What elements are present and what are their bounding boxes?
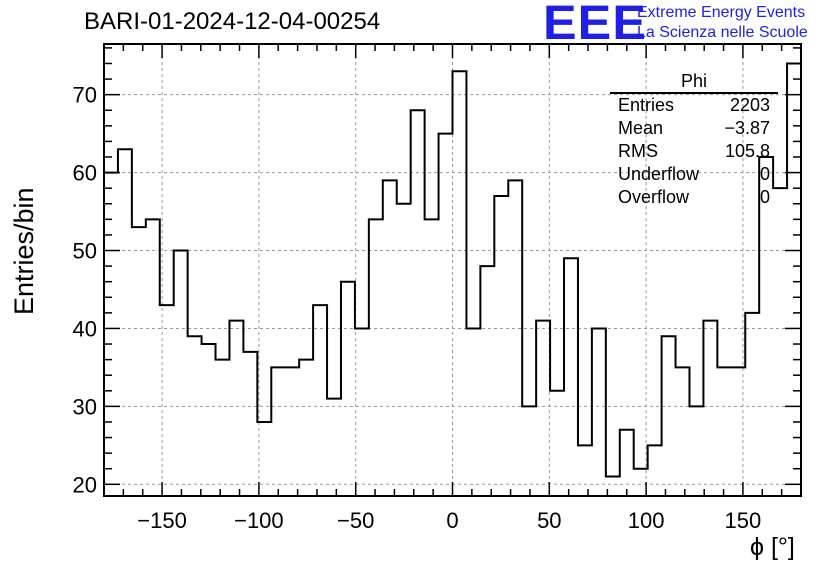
histogram-line bbox=[104, 62, 801, 478]
stats-value: 0 bbox=[759, 164, 770, 184]
stats-row-underflow: Underflow 0 bbox=[610, 163, 778, 186]
stats-title: Phi bbox=[610, 70, 778, 94]
stats-row-rms: RMS 105.8 bbox=[610, 140, 778, 163]
x-tick-label: −150 bbox=[137, 508, 187, 533]
x-tick-label: −50 bbox=[337, 508, 374, 533]
stats-value: −3.87 bbox=[724, 118, 770, 138]
stats-row-entries: Entries 2203 bbox=[610, 94, 778, 117]
stats-box: Phi Entries 2203 Mean −3.87 RMS 105.8 Un… bbox=[610, 70, 778, 209]
x-axis-label: ϕ [°] bbox=[750, 533, 795, 561]
stats-key: Underflow bbox=[618, 164, 700, 184]
y-tick-label: 60 bbox=[73, 161, 97, 186]
y-tick-label: 70 bbox=[73, 83, 97, 108]
plot-frame bbox=[103, 43, 802, 497]
stats-key: Overflow bbox=[618, 187, 690, 207]
y-tick-label: 30 bbox=[73, 394, 97, 419]
x-tick-label: 50 bbox=[537, 508, 561, 533]
stats-value: 0 bbox=[759, 187, 770, 207]
stats-value: 105.8 bbox=[724, 141, 770, 161]
x-tick-label: −100 bbox=[234, 508, 284, 533]
ticks-layer bbox=[103, 44, 802, 496]
eee-logo-text: Extreme Energy Events La Scienza nelle S… bbox=[637, 3, 808, 43]
x-tick-label: 0 bbox=[446, 508, 458, 533]
tick-labels-layer: −150 −100 −50 0 50 100 150 20 30 40 50 60 70 bbox=[73, 83, 762, 533]
stats-key: RMS bbox=[618, 141, 658, 161]
y-tick-label: 20 bbox=[73, 472, 97, 497]
eee-logo: EEE bbox=[543, 0, 647, 50]
chart-title: BARI-01-2024-12-04-00254 bbox=[84, 8, 381, 35]
stats-row-mean: Mean −3.87 bbox=[610, 117, 778, 140]
stats-value: 2203 bbox=[729, 95, 770, 115]
x-tick-label: 100 bbox=[628, 508, 665, 533]
stats-key: Mean bbox=[618, 118, 664, 138]
stats-key: Entries bbox=[618, 95, 675, 115]
logo-line-2: La Scienza nelle Scuole bbox=[637, 24, 808, 41]
y-tick-label: 50 bbox=[73, 239, 97, 264]
y-axis-label: Entries/bin bbox=[9, 187, 39, 315]
y-tick-label: 40 bbox=[73, 316, 97, 341]
stats-row-overflow: Overflow 0 bbox=[610, 186, 778, 209]
x-tick-label: 150 bbox=[725, 508, 762, 533]
logo-line-1: Extreme Energy Events bbox=[637, 4, 806, 21]
